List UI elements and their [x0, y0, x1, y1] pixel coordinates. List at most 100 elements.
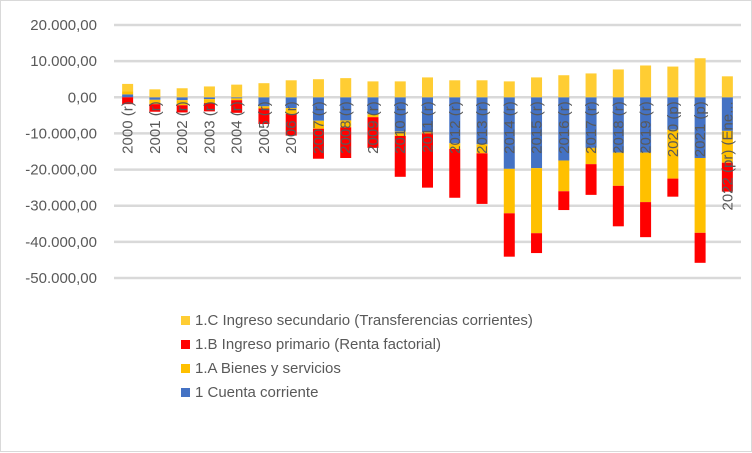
x-tick-label: 2003 (r)	[201, 101, 218, 154]
x-tick-label: 2010 (r)	[392, 101, 409, 154]
bar-segment-1-a-bienes-y-servicios	[449, 143, 461, 149]
legend-label: 1.A Bienes y servicios	[195, 360, 341, 377]
bar-segment-1-c-ingreso-secundario-transferencias-corrientes	[231, 84, 243, 98]
y-tick-label: -30.000,00	[25, 198, 97, 215]
bar-segment-1-cuenta-corriente	[612, 97, 624, 153]
y-tick-label: -20.000,00	[25, 162, 97, 179]
bar-segment-1-cuenta-corriente	[422, 97, 433, 133]
x-axis-labels: 2000 (r) 2001 (r) 2002 (r) 2003 (r) 2004 (r)…	[120, 101, 737, 210]
bar-segment-1-a-bienes-y-servicios	[585, 147, 597, 165]
y-tick-label: -40.000,00	[25, 234, 97, 251]
bar-segment-1-c-ingreso-secundario-transferencias-corrientes	[612, 69, 624, 98]
bar-segment-1-cuenta-corriente	[176, 97, 188, 101]
bar-segment-1-a-bienes-y-servicios	[203, 99, 215, 104]
bar-segment-1-b-ingreso-primario-renta-factorial	[503, 213, 515, 257]
x-tick-label: 2015 (r)	[529, 101, 546, 154]
legend-swatch	[181, 340, 190, 349]
bar-segment-1-a-bienes-y-servicios	[667, 129, 679, 179]
bar-segment-1-b-ingreso-primario-renta-factorial	[667, 178, 679, 197]
bar-segment-1-c-ingreso-secundario-transferencias-corrientes	[312, 79, 324, 98]
bar-segment-1-a-bienes-y-servicios	[176, 100, 188, 106]
x-tick-label: 2007 (r)	[310, 101, 327, 154]
legend-item: 1 Cuenta corriente	[181, 384, 318, 401]
bar-segment-1-c-ingreso-secundario-transferencias-corrientes	[640, 65, 652, 98]
bar-segment-1-cuenta-corriente	[585, 97, 597, 148]
bar-segment-1-b-ingreso-primario-renta-factorial	[640, 202, 652, 238]
y-tick-label: 20.000,00	[30, 17, 97, 34]
legend-swatch	[181, 316, 190, 325]
bar-segment-1-a-bienes-y-servicios	[367, 114, 379, 118]
x-tick-label: 2018 (r)	[610, 101, 627, 154]
x-tick-label: 2011 (r)	[420, 101, 437, 152]
bar-segment-1-cuenta-corriente	[721, 97, 733, 131]
bar-segment-1-cuenta-corriente	[258, 97, 270, 107]
bar-segment-1-c-ingreso-secundario-transferencias-corrientes	[721, 76, 733, 98]
legend-label: 1.B Ingreso primario (Renta factorial)	[195, 336, 441, 353]
bar-segment-1-cuenta-corriente	[285, 97, 297, 109]
bar-segment-1-b-ingreso-primario-renta-factorial	[340, 127, 352, 159]
bar-segment-1-c-ingreso-secundario-transferencias-corrientes	[285, 80, 297, 98]
x-tick-label: 2000 (r)	[120, 101, 137, 154]
bar-segment-1-cuenta-corriente	[203, 97, 215, 100]
bar-segment-1-b-ingreso-primario-renta-factorial	[285, 113, 297, 136]
bar-segment-1-b-ingreso-primario-renta-factorial	[694, 232, 706, 263]
bar-segment-1-c-ingreso-secundario-transferencias-corrientes	[422, 77, 433, 98]
bar-segment-1-a-bienes-y-servicios	[149, 99, 161, 105]
bar-segment-1-b-ingreso-primario-renta-factorial	[558, 191, 570, 211]
x-tick-label: 2004 (r)	[229, 101, 246, 154]
legend-item: 1.B Ingreso primario (Renta factorial)	[181, 336, 441, 353]
bar-segment-1-cuenta-corriente	[476, 97, 488, 145]
bar-segment-1-b-ingreso-primario-renta-factorial	[721, 162, 733, 192]
bar-segment-1-c-ingreso-secundario-transferencias-corrientes	[122, 83, 134, 92]
x-tick-label: 2012 (r)	[447, 101, 464, 154]
x-tick-label: 2013 (r)	[474, 101, 491, 154]
bar-segment-1-a-bienes-y-servicios	[721, 130, 733, 163]
x-tick-label: 2008 (r)	[338, 101, 355, 154]
bar-segment-1-c-ingreso-secundario-transferencias-corrientes	[203, 86, 215, 98]
bar-segment-1-cuenta-corriente	[367, 97, 379, 115]
legend: 1.C Ingreso secundario (Transferencias c…	[181, 312, 533, 401]
bar-segment-1-c-ingreso-secundario-transferencias-corrientes	[694, 58, 706, 98]
bar-segment-1-b-ingreso-primario-renta-factorial	[531, 233, 543, 254]
bar-segment-1-a-bienes-y-servicios	[312, 120, 324, 129]
bar-segment-1-cuenta-corriente	[667, 97, 679, 130]
bar-segment-1-b-ingreso-primario-renta-factorial	[122, 97, 134, 105]
bar-segment-1-b-ingreso-primario-renta-factorial	[585, 164, 597, 195]
bar-segment-1-cuenta-corriente	[149, 97, 161, 100]
legend-label: 1 Cuenta corriente	[195, 384, 318, 401]
bar-segment-1-c-ingreso-secundario-transferencias-corrientes	[367, 81, 379, 98]
bar-segment-1-a-bienes-y-servicios	[503, 168, 515, 214]
bar-segment-1-a-bienes-y-servicios	[285, 108, 297, 114]
x-tick-label: 2005 (r)	[256, 101, 273, 154]
bar-segment-1-cuenta-corriente	[122, 94, 134, 98]
bar-segment-1-b-ingreso-primario-renta-factorial	[176, 105, 188, 113]
bar-segment-1-a-bienes-y-servicios	[394, 131, 406, 136]
bar-segment-1-b-ingreso-primario-renta-factorial	[149, 104, 161, 112]
x-tick-label: 2009 (r)	[365, 101, 382, 154]
bar-segment-1-cuenta-corriente	[694, 97, 706, 159]
x-tick-label: 2020 (p)	[665, 101, 682, 157]
bar-segment-1-c-ingreso-secundario-transferencias-corrientes	[176, 88, 188, 98]
x-tick-label: 2006 (r)	[283, 101, 300, 154]
bar-segment-1-c-ingreso-secundario-transferencias-corrientes	[667, 66, 679, 98]
x-tick-label: 2019 (r)	[638, 101, 655, 154]
bar-segment-1-c-ingreso-secundario-transferencias-corrientes	[531, 77, 543, 98]
bar-segment-1-cuenta-corriente	[394, 97, 406, 132]
y-axis-ticks: 20.000,00 10.000,00 0,00 -10.000,00 -20.000,…	[25, 17, 97, 287]
bar-segment-1-a-bienes-y-servicios	[422, 132, 433, 134]
y-tick-label: -10.000,00	[25, 125, 97, 142]
bars	[122, 58, 733, 263]
y-tick-label: -50.000,00	[25, 270, 97, 287]
bar-segment-1-cuenta-corriente	[312, 97, 324, 121]
bar-segment-1-b-ingreso-primario-renta-factorial	[312, 128, 324, 159]
legend-swatch	[181, 388, 190, 397]
bar-segment-1-b-ingreso-primario-renta-factorial	[612, 185, 624, 227]
bar-segment-1-a-bienes-y-servicios	[558, 160, 570, 192]
bar-segment-1-cuenta-corriente	[340, 97, 352, 121]
x-tick-label: 2016 (r)	[556, 101, 573, 154]
y-tick-label: 10.000,00	[30, 53, 97, 70]
bar-segment-1-cuenta-corriente	[231, 97, 243, 99]
bar-segment-1-c-ingreso-secundario-transferencias-corrientes	[585, 73, 597, 98]
bar-segment-1-b-ingreso-primario-renta-factorial	[476, 153, 488, 204]
